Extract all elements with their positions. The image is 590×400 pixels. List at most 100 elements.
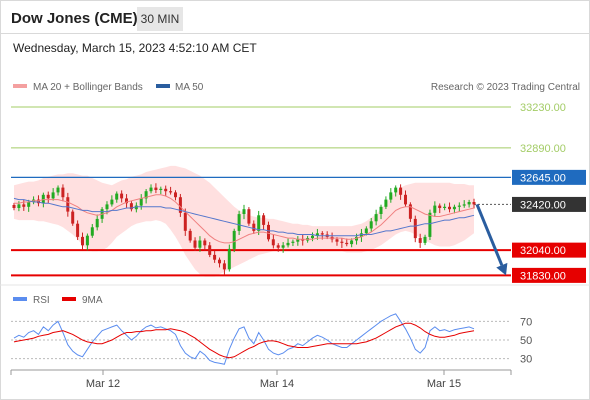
candle-down	[448, 206, 451, 210]
current-label-bg	[512, 196, 586, 212]
forecast-arrow-head	[496, 262, 508, 276]
header-divider	[0, 33, 590, 34]
candle-up	[374, 214, 378, 222]
price-levels	[11, 106, 511, 277]
candle-down	[188, 230, 192, 241]
candle-down	[345, 242, 349, 245]
timeframe-button[interactable]: 30 MIN	[137, 7, 183, 31]
candle-up	[85, 235, 89, 246]
ma20-legend-swatch	[13, 84, 27, 88]
candles	[12, 183, 476, 275]
candle-up	[139, 198, 143, 206]
candle-down	[276, 245, 280, 248]
ma50-line	[13, 197, 475, 237]
candle-down	[213, 254, 217, 260]
candle-up	[467, 202, 471, 205]
candle-up	[149, 187, 153, 192]
candle-up	[364, 228, 368, 234]
ma50-legend-swatch	[156, 84, 170, 88]
candle-up	[95, 218, 99, 228]
candle-up	[379, 206, 383, 214]
resistance-level-label: 33230.00	[520, 102, 566, 114]
candle-down	[71, 211, 75, 224]
current-level-label: 32420.00	[520, 199, 566, 211]
support-label-bg	[512, 242, 586, 258]
pivot-label-bg	[512, 169, 586, 185]
candle-down	[222, 263, 226, 270]
candle-up	[115, 193, 119, 200]
ma9-legend-swatch	[62, 297, 76, 301]
x-axis: Mar 12 Mar 14 Mar 15	[10, 370, 512, 390]
candle-up	[105, 204, 109, 210]
ma20-line	[14, 194, 475, 244]
candle-down	[262, 215, 266, 225]
candle-up	[242, 209, 246, 214]
candle-down	[203, 240, 207, 246]
candle-down	[340, 241, 344, 243]
candle-up	[159, 188, 163, 190]
candle-down	[418, 238, 422, 243]
resistance-level-label: 32890.00	[520, 143, 566, 155]
rsi-tick-label: 30	[520, 354, 532, 366]
candle-down	[193, 240, 197, 248]
forecast-arrow-shaft	[475, 203, 504, 266]
candle-down	[22, 204, 26, 207]
support-level-label: 31830.00	[520, 270, 566, 282]
candle-down	[267, 224, 270, 240]
candle-down	[252, 223, 256, 231]
candle-down	[178, 197, 182, 213]
candle-up	[462, 204, 466, 206]
instrument-title: Dow Jones (CME)	[11, 10, 138, 27]
candle-up	[443, 206, 447, 208]
candle-down	[408, 204, 412, 219]
bollinger-fill	[14, 165, 474, 277]
candle-down	[183, 212, 187, 231]
candle-down	[404, 194, 407, 205]
forecast-arrow	[475, 203, 508, 276]
ma50-legend-label: MA 50	[175, 82, 204, 93]
candle-up	[291, 241, 295, 243]
x-tick-label: Mar 14	[260, 378, 294, 390]
candle-up	[428, 212, 432, 237]
candle-down	[76, 223, 80, 237]
candle-down	[438, 205, 442, 208]
candle-down	[208, 245, 212, 255]
pivot-level-label: 32645.00	[520, 172, 566, 184]
rsi-tick-label: 70	[520, 316, 532, 328]
candle-down	[154, 187, 158, 190]
candle-down	[129, 203, 133, 210]
candle-up	[110, 199, 114, 205]
level-labels: 33230.00 32890.00 32645.00 32420.00 32040.00…	[512, 102, 586, 283]
candle-down	[169, 191, 173, 193]
candle-up	[227, 248, 231, 270]
candle-up	[144, 191, 148, 199]
rsi-panel: 70 50 30	[11, 313, 532, 366]
candle-down	[12, 205, 16, 208]
candle-up	[359, 233, 363, 237]
x-tick-label: Mar 12	[86, 378, 120, 390]
rsi-legend-swatch	[13, 297, 27, 301]
candle-down	[218, 259, 221, 264]
candle-down	[66, 197, 70, 212]
candle-down	[472, 202, 476, 205]
candle-up	[198, 240, 202, 248]
candle-up	[457, 205, 461, 207]
candle-up	[90, 227, 94, 236]
candle-up	[27, 202, 31, 207]
support-label-bg	[512, 267, 586, 283]
candle-down	[320, 233, 324, 235]
ma9-line	[13, 322, 475, 359]
candle-up	[51, 192, 55, 199]
candle-down	[271, 239, 275, 246]
bollinger-bands	[14, 165, 474, 277]
candle-up	[257, 215, 261, 231]
candle-up	[237, 214, 241, 231]
candle-down	[174, 192, 177, 198]
candle-up	[311, 235, 314, 239]
candle-up	[369, 221, 373, 229]
candle-up	[232, 230, 236, 249]
candle-up	[355, 236, 358, 241]
candle-down	[125, 198, 128, 204]
x-tick-label: Mar 15	[427, 378, 461, 390]
